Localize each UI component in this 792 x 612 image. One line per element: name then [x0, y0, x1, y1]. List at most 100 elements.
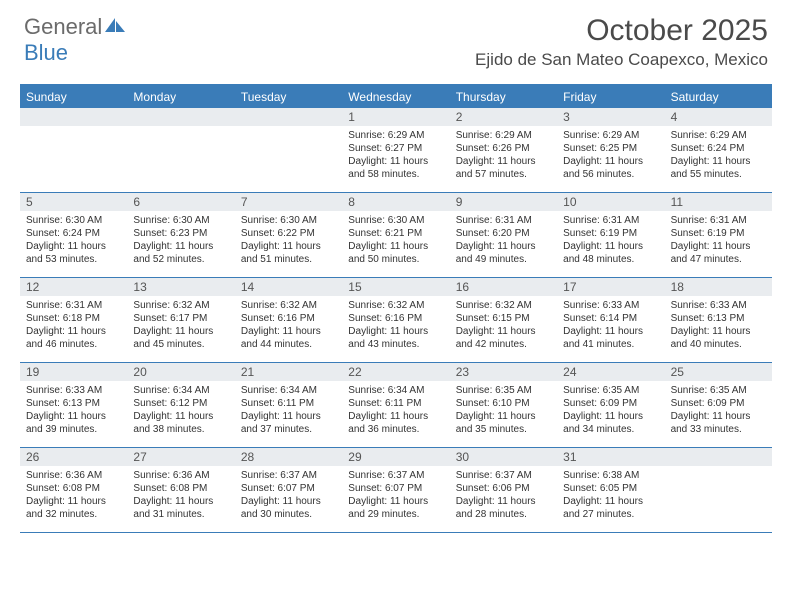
daylight-text: Daylight: 11 hours and 57 minutes.	[456, 155, 551, 181]
dow-cell: Thursday	[450, 86, 557, 108]
day-cell: 22Sunrise: 6:34 AMSunset: 6:11 PMDayligh…	[342, 363, 449, 447]
day-cell: 15Sunrise: 6:32 AMSunset: 6:16 PMDayligh…	[342, 278, 449, 362]
day-info: Sunrise: 6:33 AMSunset: 6:13 PMDaylight:…	[20, 381, 127, 440]
day-cell: 21Sunrise: 6:34 AMSunset: 6:11 PMDayligh…	[235, 363, 342, 447]
day-info: Sunrise: 6:38 AMSunset: 6:05 PMDaylight:…	[557, 466, 664, 525]
day-number: 5	[20, 193, 127, 211]
daylight-text: Daylight: 11 hours and 56 minutes.	[563, 155, 658, 181]
sunrise-text: Sunrise: 6:31 AM	[563, 214, 658, 227]
sunset-text: Sunset: 6:11 PM	[241, 397, 336, 410]
week-row: 12Sunrise: 6:31 AMSunset: 6:18 PMDayligh…	[20, 278, 772, 363]
day-number	[127, 108, 234, 126]
day-info: Sunrise: 6:30 AMSunset: 6:21 PMDaylight:…	[342, 211, 449, 270]
sunrise-text: Sunrise: 6:35 AM	[563, 384, 658, 397]
daylight-text: Daylight: 11 hours and 52 minutes.	[133, 240, 228, 266]
sunset-text: Sunset: 6:24 PM	[671, 142, 766, 155]
week-row: 5Sunrise: 6:30 AMSunset: 6:24 PMDaylight…	[20, 193, 772, 278]
sunrise-text: Sunrise: 6:33 AM	[563, 299, 658, 312]
day-info: Sunrise: 6:36 AMSunset: 6:08 PMDaylight:…	[127, 466, 234, 525]
day-number: 18	[665, 278, 772, 296]
dow-cell: Monday	[127, 86, 234, 108]
day-number: 21	[235, 363, 342, 381]
sunset-text: Sunset: 6:16 PM	[241, 312, 336, 325]
day-number	[235, 108, 342, 126]
day-number	[665, 448, 772, 466]
day-info: Sunrise: 6:32 AMSunset: 6:15 PMDaylight:…	[450, 296, 557, 355]
day-cell: 1Sunrise: 6:29 AMSunset: 6:27 PMDaylight…	[342, 108, 449, 192]
daylight-text: Daylight: 11 hours and 46 minutes.	[26, 325, 121, 351]
sunset-text: Sunset: 6:06 PM	[456, 482, 551, 495]
day-cell: 12Sunrise: 6:31 AMSunset: 6:18 PMDayligh…	[20, 278, 127, 362]
sunrise-text: Sunrise: 6:34 AM	[133, 384, 228, 397]
sunset-text: Sunset: 6:15 PM	[456, 312, 551, 325]
day-info: Sunrise: 6:34 AMSunset: 6:12 PMDaylight:…	[127, 381, 234, 440]
day-info: Sunrise: 6:37 AMSunset: 6:06 PMDaylight:…	[450, 466, 557, 525]
day-cell: 4Sunrise: 6:29 AMSunset: 6:24 PMDaylight…	[665, 108, 772, 192]
sunrise-text: Sunrise: 6:30 AM	[241, 214, 336, 227]
day-info: Sunrise: 6:36 AMSunset: 6:08 PMDaylight:…	[20, 466, 127, 525]
day-number	[20, 108, 127, 126]
day-info: Sunrise: 6:33 AMSunset: 6:13 PMDaylight:…	[665, 296, 772, 355]
day-number: 8	[342, 193, 449, 211]
daylight-text: Daylight: 11 hours and 55 minutes.	[671, 155, 766, 181]
day-cell: 24Sunrise: 6:35 AMSunset: 6:09 PMDayligh…	[557, 363, 664, 447]
day-info: Sunrise: 6:37 AMSunset: 6:07 PMDaylight:…	[235, 466, 342, 525]
logo-text-blue: Blue	[24, 40, 68, 65]
daylight-text: Daylight: 11 hours and 50 minutes.	[348, 240, 443, 266]
day-cell: 26Sunrise: 6:36 AMSunset: 6:08 PMDayligh…	[20, 448, 127, 532]
sunset-text: Sunset: 6:13 PM	[26, 397, 121, 410]
day-cell: 13Sunrise: 6:32 AMSunset: 6:17 PMDayligh…	[127, 278, 234, 362]
daylight-text: Daylight: 11 hours and 37 minutes.	[241, 410, 336, 436]
sunrise-text: Sunrise: 6:37 AM	[241, 469, 336, 482]
day-info: Sunrise: 6:35 AMSunset: 6:10 PMDaylight:…	[450, 381, 557, 440]
sunrise-text: Sunrise: 6:36 AM	[133, 469, 228, 482]
day-cell: 5Sunrise: 6:30 AMSunset: 6:24 PMDaylight…	[20, 193, 127, 277]
dow-cell: Wednesday	[342, 86, 449, 108]
sunset-text: Sunset: 6:14 PM	[563, 312, 658, 325]
day-cell: 6Sunrise: 6:30 AMSunset: 6:23 PMDaylight…	[127, 193, 234, 277]
day-info: Sunrise: 6:31 AMSunset: 6:18 PMDaylight:…	[20, 296, 127, 355]
sunrise-text: Sunrise: 6:32 AM	[241, 299, 336, 312]
sunset-text: Sunset: 6:22 PM	[241, 227, 336, 240]
sunset-text: Sunset: 6:12 PM	[133, 397, 228, 410]
day-info: Sunrise: 6:34 AMSunset: 6:11 PMDaylight:…	[235, 381, 342, 440]
sunset-text: Sunset: 6:25 PM	[563, 142, 658, 155]
daylight-text: Daylight: 11 hours and 32 minutes.	[26, 495, 121, 521]
day-cell: 27Sunrise: 6:36 AMSunset: 6:08 PMDayligh…	[127, 448, 234, 532]
day-cell: 31Sunrise: 6:38 AMSunset: 6:05 PMDayligh…	[557, 448, 664, 532]
day-cell: 10Sunrise: 6:31 AMSunset: 6:19 PMDayligh…	[557, 193, 664, 277]
week-row: 26Sunrise: 6:36 AMSunset: 6:08 PMDayligh…	[20, 448, 772, 533]
sunrise-text: Sunrise: 6:33 AM	[671, 299, 766, 312]
day-info: Sunrise: 6:31 AMSunset: 6:19 PMDaylight:…	[665, 211, 772, 270]
daylight-text: Daylight: 11 hours and 53 minutes.	[26, 240, 121, 266]
sunrise-text: Sunrise: 6:29 AM	[563, 129, 658, 142]
day-cell	[20, 108, 127, 192]
sunrise-text: Sunrise: 6:32 AM	[348, 299, 443, 312]
day-info: Sunrise: 6:29 AMSunset: 6:24 PMDaylight:…	[665, 126, 772, 185]
sunset-text: Sunset: 6:13 PM	[671, 312, 766, 325]
day-info: Sunrise: 6:33 AMSunset: 6:14 PMDaylight:…	[557, 296, 664, 355]
sunrise-text: Sunrise: 6:34 AM	[241, 384, 336, 397]
day-cell	[665, 448, 772, 532]
day-number: 25	[665, 363, 772, 381]
day-info: Sunrise: 6:31 AMSunset: 6:19 PMDaylight:…	[557, 211, 664, 270]
day-number: 22	[342, 363, 449, 381]
day-cell: 11Sunrise: 6:31 AMSunset: 6:19 PMDayligh…	[665, 193, 772, 277]
day-info: Sunrise: 6:37 AMSunset: 6:07 PMDaylight:…	[342, 466, 449, 525]
day-cell	[127, 108, 234, 192]
day-number: 26	[20, 448, 127, 466]
sunrise-text: Sunrise: 6:29 AM	[671, 129, 766, 142]
week-row: 1Sunrise: 6:29 AMSunset: 6:27 PMDaylight…	[20, 108, 772, 193]
sunrise-text: Sunrise: 6:34 AM	[348, 384, 443, 397]
day-cell: 25Sunrise: 6:35 AMSunset: 6:09 PMDayligh…	[665, 363, 772, 447]
day-info: Sunrise: 6:31 AMSunset: 6:20 PMDaylight:…	[450, 211, 557, 270]
day-info: Sunrise: 6:30 AMSunset: 6:24 PMDaylight:…	[20, 211, 127, 270]
sunrise-text: Sunrise: 6:35 AM	[456, 384, 551, 397]
sunset-text: Sunset: 6:16 PM	[348, 312, 443, 325]
sunset-text: Sunset: 6:24 PM	[26, 227, 121, 240]
daylight-text: Daylight: 11 hours and 45 minutes.	[133, 325, 228, 351]
day-number: 15	[342, 278, 449, 296]
day-cell: 28Sunrise: 6:37 AMSunset: 6:07 PMDayligh…	[235, 448, 342, 532]
daylight-text: Daylight: 11 hours and 40 minutes.	[671, 325, 766, 351]
day-info: Sunrise: 6:35 AMSunset: 6:09 PMDaylight:…	[557, 381, 664, 440]
